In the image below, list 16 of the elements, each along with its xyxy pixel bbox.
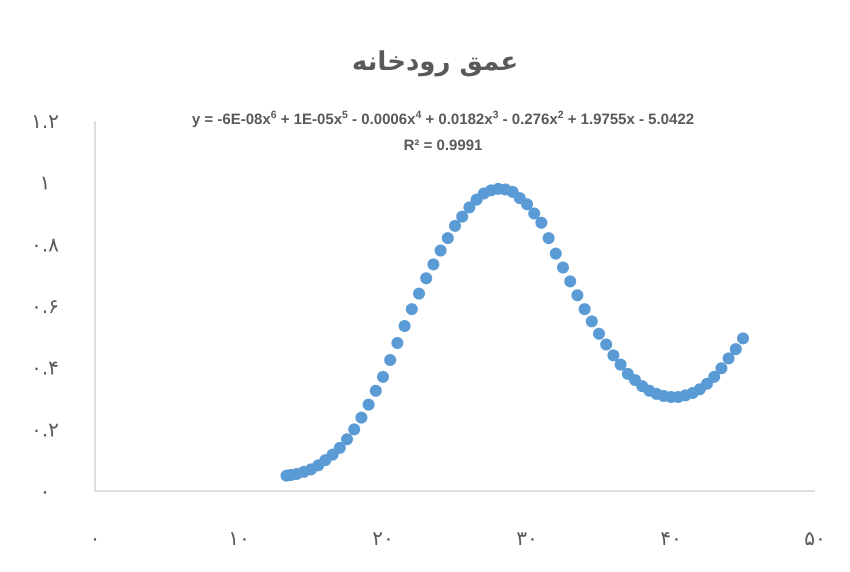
y-tick-label: ۱	[40, 170, 50, 195]
x-tick-label: ۴۰	[660, 526, 682, 550]
y-tick-label: ۱.۲	[31, 109, 59, 133]
y-tick-label: ۰.۴	[31, 356, 59, 380]
annotation: R² = 0.9991	[404, 137, 482, 154]
x-tick-label: ۲۰	[372, 526, 394, 550]
x-tick-label: ۱۰	[228, 526, 250, 550]
chart-title: عمق رودخانه	[352, 47, 518, 77]
x-tick-label: ۰	[90, 526, 100, 550]
y-tick-label: ۰.۸	[31, 232, 60, 256]
y-tick-label: ۰	[40, 479, 50, 503]
x-tick-label: ۵۰	[804, 526, 826, 550]
y-tick-label: ۰.۲	[31, 417, 59, 442]
text: y = -6E-08x$^{6}$ + 1E-05x$^{5}$ - 0.0006x$^{4}$ + 0.0182x$^{3}$ - 0.276x$^{2}$ + 1.9755x - 5.0422	[192, 109, 694, 128]
y-tick-label: ۰.۶	[31, 294, 59, 318]
x-tick-label: ۳۰	[516, 526, 538, 550]
